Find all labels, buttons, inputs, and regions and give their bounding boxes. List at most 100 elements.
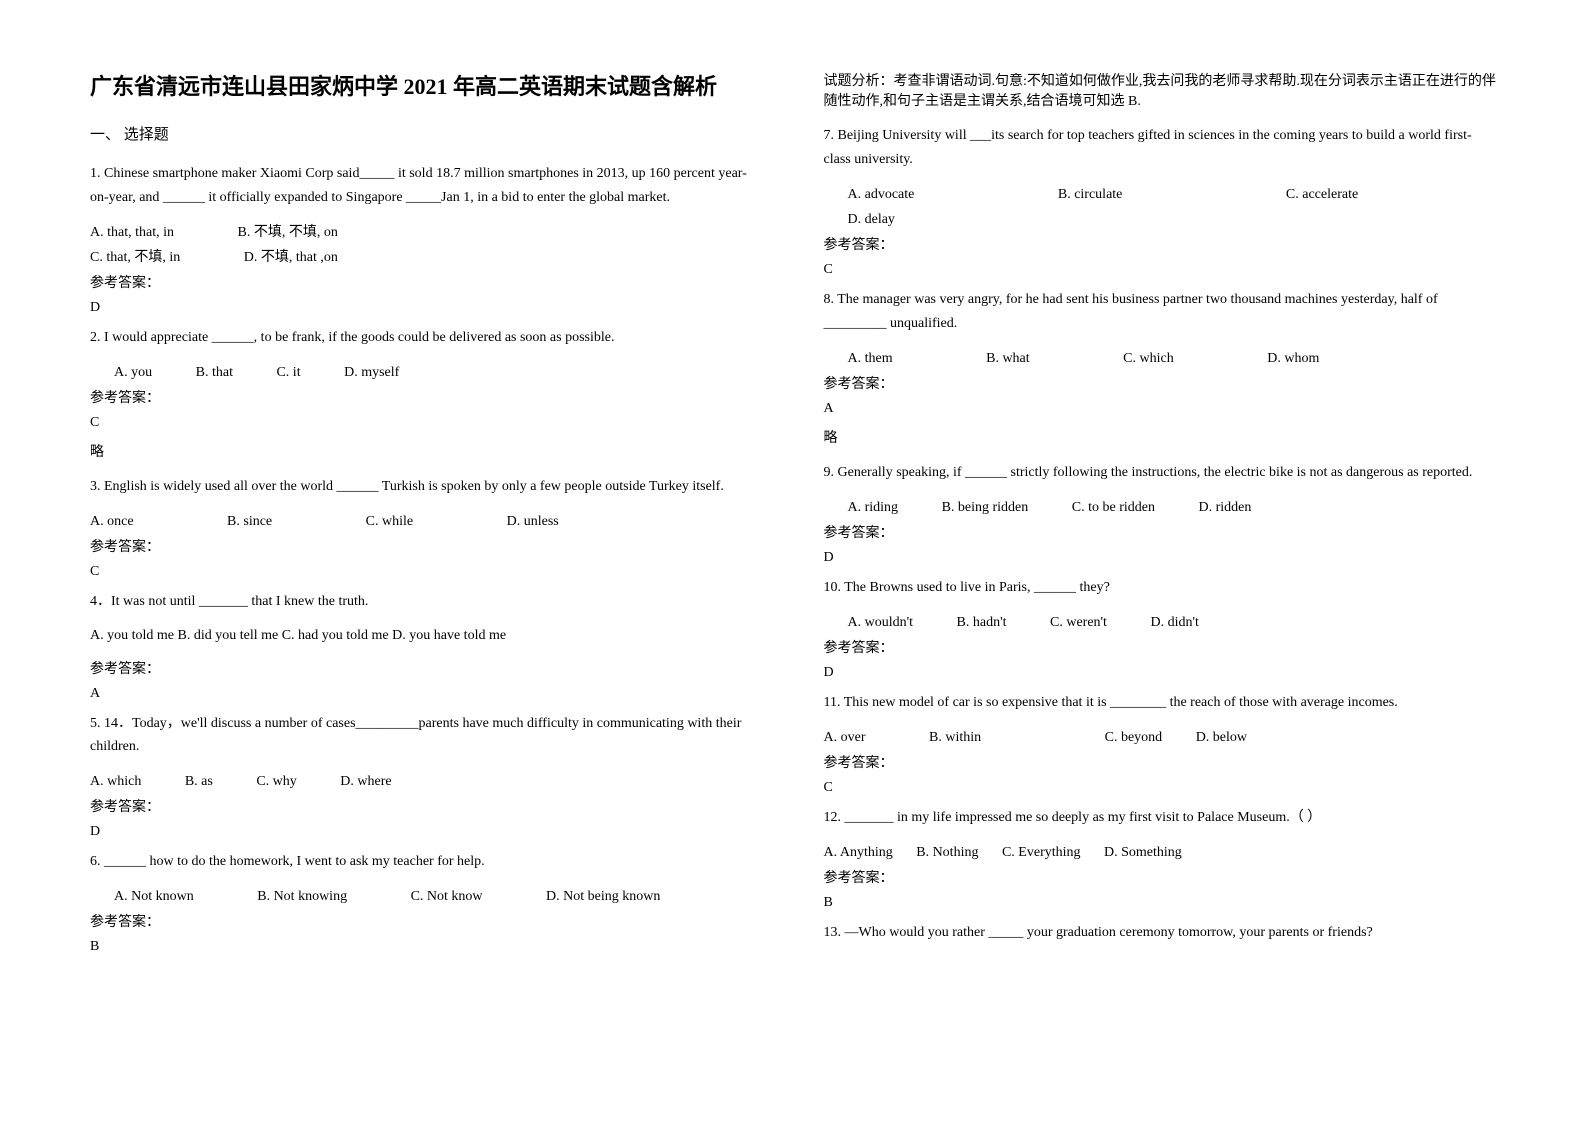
question-7: 7. Beijing University will ___its search… bbox=[824, 124, 1498, 172]
q9-opt-b: B. being ridden bbox=[942, 495, 1029, 520]
q2-answer: C bbox=[90, 415, 764, 431]
q6-opt-d: D. Not being known bbox=[546, 884, 660, 909]
q12-answer: B bbox=[824, 895, 1498, 911]
q9-opt-c: C. to be ridden bbox=[1072, 495, 1155, 520]
question-2: 2. I would appreciate ______, to be fran… bbox=[90, 326, 764, 350]
q3-options: A. once B. since C. while D. unless bbox=[90, 509, 764, 534]
q6-opt-c: C. Not know bbox=[411, 884, 483, 909]
answer-label: 参考答案： bbox=[90, 796, 764, 816]
question-4: 4．It was not until _______ that I knew t… bbox=[90, 590, 764, 614]
q11-opt-b: B. within bbox=[929, 725, 981, 750]
q4-answer: A bbox=[90, 686, 764, 702]
q4-options: A. you told me B. did you tell me C. had… bbox=[90, 624, 764, 648]
answer-label: 参考答案： bbox=[824, 234, 1498, 254]
q5-opt-c: C. why bbox=[256, 769, 296, 794]
answer-label: 参考答案： bbox=[90, 272, 764, 292]
q8-note: 略 bbox=[824, 427, 1498, 447]
q12-opt-d: D. Something bbox=[1104, 840, 1182, 865]
answer-label: 参考答案： bbox=[90, 658, 764, 678]
question-8: 8. The manager was very angry, for he ha… bbox=[824, 288, 1498, 336]
answer-label: 参考答案： bbox=[90, 387, 764, 407]
q11-options: A. over B. within C. beyond D. below bbox=[824, 725, 1498, 750]
q11-opt-c: C. beyond bbox=[1105, 725, 1163, 750]
q3-opt-c: C. while bbox=[366, 509, 413, 534]
q1-answer: D bbox=[90, 300, 764, 316]
q5-opt-a: A. which bbox=[90, 769, 141, 794]
q7-opt-a: A. advocate bbox=[848, 182, 915, 207]
document-title: 广东省清远市连山县田家炳中学 2021 年高二英语期末试题含解析 bbox=[90, 70, 764, 103]
question-6: 6. ______ how to do the homework, I went… bbox=[90, 850, 764, 874]
q3-opt-a: A. once bbox=[90, 509, 134, 534]
answer-label: 参考答案： bbox=[824, 867, 1498, 887]
q3-opt-d: D. unless bbox=[507, 509, 559, 534]
q8-answer: A bbox=[824, 401, 1498, 417]
q8-opt-a: A. them bbox=[848, 346, 893, 371]
q8-options: A. them B. what C. which D. whom bbox=[824, 346, 1498, 371]
answer-label: 参考答案： bbox=[90, 536, 764, 556]
answer-label: 参考答案： bbox=[824, 373, 1498, 393]
q10-options: A. wouldn't B. hadn't C. weren't D. didn… bbox=[824, 610, 1498, 635]
q2-opt-c: C. it bbox=[276, 360, 300, 385]
q9-opt-d: D. ridden bbox=[1199, 495, 1252, 520]
q5-options: A. which B. as C. why D. where bbox=[90, 769, 764, 794]
q10-answer: D bbox=[824, 665, 1498, 681]
q12-opt-c: C. Everything bbox=[1002, 840, 1081, 865]
q6-analysis: 试题分析：考查非谓语动词.句意:不知道如何做作业,我去问我的老师寻求帮助.现在分… bbox=[824, 70, 1498, 110]
q10-opt-d: D. didn't bbox=[1150, 610, 1198, 635]
q6-opt-a: A. Not known bbox=[114, 884, 194, 909]
q3-opt-b: B. since bbox=[227, 509, 272, 534]
q10-opt-b: B. hadn't bbox=[957, 610, 1007, 635]
q10-opt-c: C. weren't bbox=[1050, 610, 1107, 635]
right-column: 试题分析：考查非谓语动词.句意:不知道如何做作业,我去问我的老师寻求帮助.现在分… bbox=[824, 70, 1498, 1052]
question-13: 13. —Who would you rather _____ your gra… bbox=[824, 921, 1498, 945]
q1-opt-c: C. that, 不填, in bbox=[90, 245, 180, 270]
q11-opt-a: A. over bbox=[824, 725, 866, 750]
question-12: 12. _______ in my life impressed me so d… bbox=[824, 806, 1498, 830]
q5-opt-d: D. where bbox=[340, 769, 391, 794]
q2-note: 略 bbox=[90, 441, 764, 461]
q7-options: A. advocate B. circulate C. accelerate D… bbox=[824, 182, 1498, 232]
question-3: 3. English is widely used all over the w… bbox=[90, 475, 764, 499]
q1-opt-b: B. 不填, 不填, on bbox=[238, 220, 338, 245]
q11-opt-d: D. below bbox=[1196, 725, 1247, 750]
q7-opt-b: B. circulate bbox=[1058, 182, 1123, 207]
q11-answer: C bbox=[824, 780, 1498, 796]
q9-answer: D bbox=[824, 550, 1498, 566]
q5-answer: D bbox=[90, 824, 764, 840]
q9-options: A. riding B. being ridden C. to be ridde… bbox=[824, 495, 1498, 520]
q2-opt-d: D. myself bbox=[344, 360, 399, 385]
answer-label: 参考答案： bbox=[824, 752, 1498, 772]
q8-opt-b: B. what bbox=[986, 346, 1030, 371]
answer-label: 参考答案： bbox=[90, 911, 764, 931]
q2-opt-b: B. that bbox=[196, 360, 233, 385]
q5-opt-b: B. as bbox=[185, 769, 213, 794]
answer-label: 参考答案： bbox=[824, 522, 1498, 542]
q6-options: A. Not known B. Not knowing C. Not know … bbox=[90, 884, 764, 909]
q12-opt-a: A. Anything bbox=[824, 840, 893, 865]
q6-opt-b: B. Not knowing bbox=[257, 884, 347, 909]
q1-options: A. that, that, in B. 不填, 不填, on C. that,… bbox=[90, 220, 764, 270]
question-9: 9. Generally speaking, if ______ strictl… bbox=[824, 461, 1498, 485]
question-10: 10. The Browns used to live in Paris, __… bbox=[824, 576, 1498, 600]
q1-opt-a: A. that, that, in bbox=[90, 220, 174, 245]
q2-options: A. you B. that C. it D. myself bbox=[90, 360, 764, 385]
question-11: 11. This new model of car is so expensiv… bbox=[824, 691, 1498, 715]
question-1: 1. Chinese smartphone maker Xiaomi Corp … bbox=[90, 162, 764, 210]
answer-label: 参考答案： bbox=[824, 637, 1498, 657]
question-5: 5. 14．Today，we'll discuss a number of ca… bbox=[90, 712, 764, 760]
q12-opt-b: B. Nothing bbox=[916, 840, 978, 865]
q9-opt-a: A. riding bbox=[848, 495, 899, 520]
q3-answer: C bbox=[90, 564, 764, 580]
q8-opt-d: D. whom bbox=[1267, 346, 1319, 371]
q10-opt-a: A. wouldn't bbox=[848, 610, 914, 635]
q7-answer: C bbox=[824, 262, 1498, 278]
q1-opt-d: D. 不填, that ,on bbox=[244, 245, 338, 270]
left-column: 广东省清远市连山县田家炳中学 2021 年高二英语期末试题含解析 一、 选择题 … bbox=[90, 70, 764, 1052]
section-heading: 一、 选择题 bbox=[90, 123, 764, 144]
q8-opt-c: C. which bbox=[1123, 346, 1174, 371]
q7-opt-d: D. delay bbox=[848, 207, 895, 232]
q12-options: A. Anything B. Nothing C. Everything D. … bbox=[824, 840, 1498, 865]
q2-opt-a: A. you bbox=[114, 360, 152, 385]
q6-answer: B bbox=[90, 939, 764, 955]
q7-opt-c: C. accelerate bbox=[1286, 182, 1358, 207]
